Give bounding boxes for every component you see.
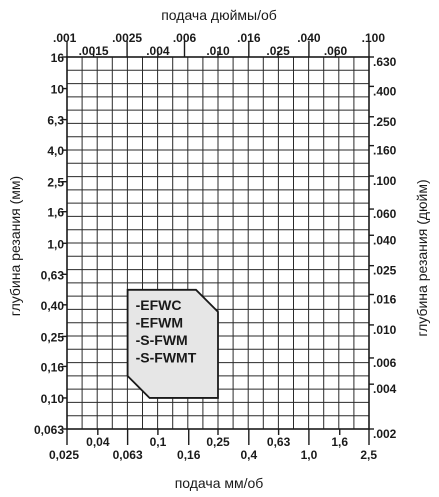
- y-left-tick-label: 0,63: [41, 268, 65, 282]
- x-top-tick-label: .001: [53, 31, 77, 45]
- axis-ticks: 0,0250,040,0630,10,160,250,40,631,01,62,…: [34, 31, 397, 462]
- y-right-tick-label: .025: [373, 264, 397, 278]
- x-top-tick-label: .0015: [79, 44, 109, 58]
- x-top-tick-label: .004: [146, 44, 170, 58]
- x-bottom-tick-label: 0,063: [113, 448, 143, 462]
- y-right-tick-label: .250: [373, 115, 397, 129]
- x-bottom-tick-label: 0,1: [150, 435, 167, 449]
- y-right-tick-label: .630: [373, 55, 397, 69]
- x-top-tick-label: .006: [173, 31, 197, 45]
- y-left-tick-label: 1,0: [47, 237, 64, 251]
- y-left-tick-label: 0,063: [34, 423, 64, 437]
- y-right-tick-label: .016: [373, 293, 397, 307]
- x-bottom-tick-label: 0,4: [240, 448, 257, 462]
- y-left-tick-label: 1,6: [47, 206, 64, 220]
- chipbreaker-label: -EFWM: [136, 314, 183, 330]
- left-axis-title: глубина резания (мм): [7, 176, 23, 316]
- bottom-axis-title: подача мм/об: [175, 475, 264, 491]
- x-top-tick-label: .025: [266, 44, 290, 58]
- y-right-tick-label: .004: [373, 382, 397, 396]
- y-left-tick-label: 0,10: [41, 392, 65, 406]
- x-bottom-tick-label: 0,25: [206, 435, 230, 449]
- y-left-tick-label: 4,0: [47, 144, 64, 158]
- y-right-tick-label: .002: [373, 427, 397, 441]
- x-bottom-tick-label: 0,04: [86, 435, 110, 449]
- y-left-tick-label: 0,40: [41, 299, 65, 313]
- y-left-tick-label: 0,25: [41, 330, 65, 344]
- x-top-tick-label: .100: [362, 31, 386, 45]
- chipbreaker-label: -S-FWMT: [136, 349, 197, 365]
- right-axis-title: глубина резания (дюйм): [414, 179, 430, 336]
- chipbreaker-label: -EFWC: [136, 297, 182, 313]
- y-right-tick-label: .010: [373, 323, 397, 337]
- y-right-tick-label: .160: [373, 144, 397, 158]
- x-bottom-tick-label: 1,0: [301, 448, 318, 462]
- grid: [67, 57, 369, 429]
- y-right-tick-label: .100: [373, 174, 397, 188]
- y-left-tick-label: 16: [51, 51, 65, 65]
- x-top-tick-label: .016: [237, 31, 261, 45]
- top-axis-title: подача дюймы/об: [161, 7, 277, 23]
- x-top-tick-label: .010: [206, 44, 230, 58]
- application-region: -EFWC-EFWM -S-FWM-S-FWMT: [126, 288, 219, 399]
- y-right-tick-label: .060: [373, 207, 397, 221]
- x-bottom-tick-label: 0,025: [49, 448, 79, 462]
- y-right-tick-label: .400: [373, 84, 397, 98]
- x-bottom-tick-label: 0,16: [177, 448, 201, 462]
- x-bottom-tick-label: 0,63: [267, 435, 291, 449]
- chipbreaker-label: -S-FWM: [136, 332, 188, 348]
- y-left-tick-label: 2,5: [47, 176, 64, 190]
- y-left-tick-label: 10: [51, 83, 65, 97]
- x-top-tick-label: .0025: [112, 31, 142, 45]
- y-right-tick-label: .006: [373, 356, 397, 370]
- x-bottom-tick-label: 2,5: [360, 448, 377, 462]
- y-right-tick-label: .040: [373, 233, 397, 247]
- y-left-tick-label: 6,3: [47, 114, 64, 128]
- application-region-shape: [126, 288, 219, 399]
- x-top-tick-label: .040: [297, 31, 321, 45]
- x-bottom-tick-label: 1,6: [331, 435, 348, 449]
- x-top-tick-label: .060: [324, 44, 348, 58]
- y-left-tick-label: 0,16: [41, 360, 65, 374]
